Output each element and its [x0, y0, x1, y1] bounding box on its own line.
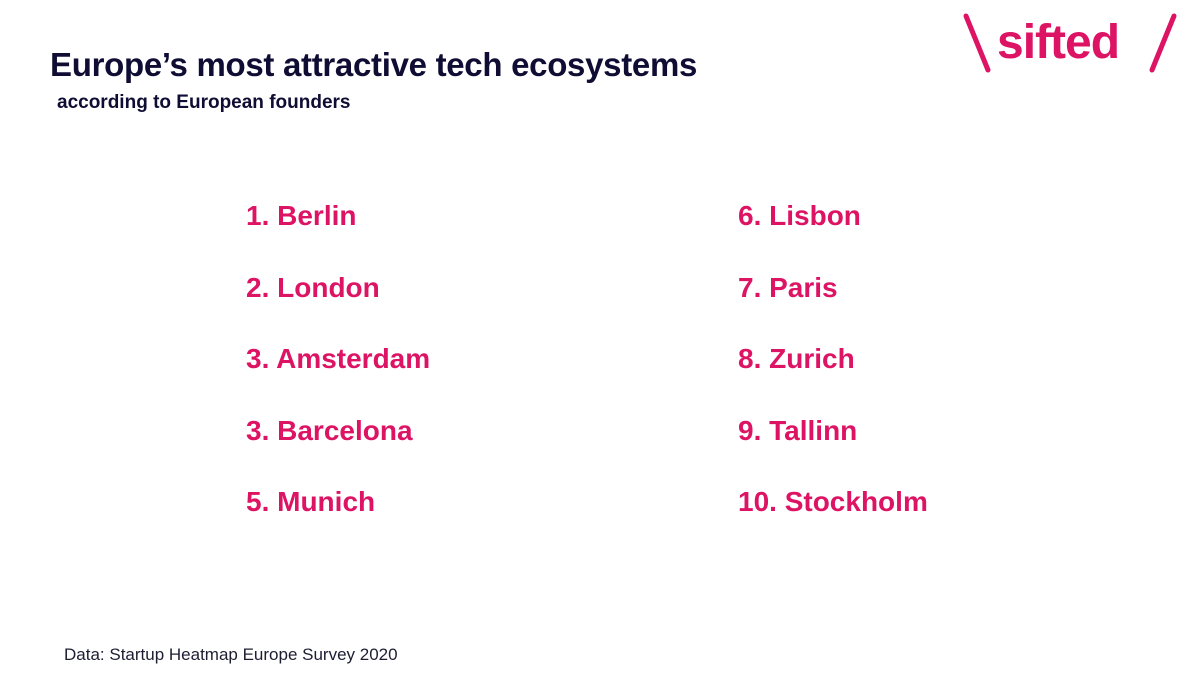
data-source-note: Data: Startup Heatmap Europe Survey 2020	[64, 645, 398, 664]
ranking-item: 5. Munich	[246, 486, 376, 517]
ranking-item: 3. Amsterdam	[246, 343, 431, 374]
ranking-list-right: 6. Lisbon 7. Paris 8. Zurich 9. Tallinn …	[738, 190, 928, 548]
ranking-item: 7. Paris	[738, 271, 838, 303]
ranking-item: 1. Berlin	[246, 200, 357, 231]
ranking-item: 9. Tallinn	[738, 414, 858, 446]
ranking-item: 2. London	[246, 271, 380, 303]
sifted-logo-text: sifted	[997, 16, 1119, 69]
page-subtitle: according to European founders	[57, 92, 351, 113]
page-title: Europe’s most attractive tech ecosystems	[50, 46, 698, 83]
ranking-item: 6. Lisbon	[738, 200, 861, 231]
ranking-list-left: 1. Berlin 2. London 3. Amsterdam 3. Barc…	[246, 190, 430, 548]
sifted-logo-icon: sifted	[963, 13, 1177, 73]
ranking-item: 3. Barcelona	[246, 414, 413, 446]
ranking-item: 8. Zurich	[738, 343, 855, 374]
ranking-item: 10. Stockholm	[738, 486, 928, 517]
